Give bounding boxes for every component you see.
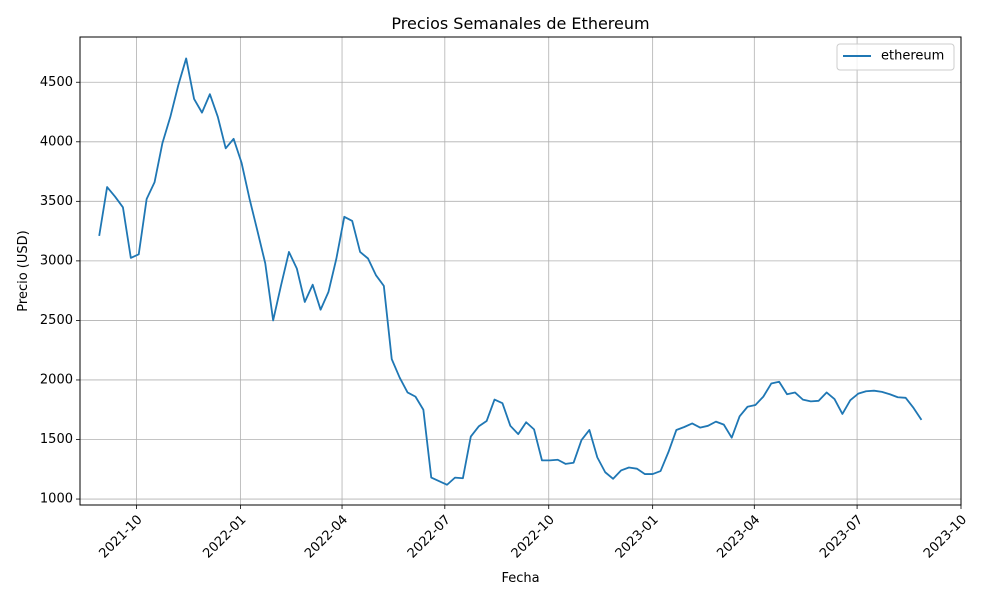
legend-label: ethereum [881,49,944,64]
y-tick-label: 1500 [40,432,73,447]
y-tick-label: 2000 [40,372,73,387]
y-tick-label: 3500 [40,194,73,209]
y-tick-label: 1000 [40,492,73,507]
y-axis: 1000 1500 2000 2500 3000 3500 4000 4500 [40,75,80,507]
y-tick-label: 4000 [40,134,73,149]
y-tick-label: 2500 [40,313,73,328]
legend: ethereum [836,43,955,71]
y-axis-label: Precio (USD) [16,230,31,311]
plot-frame [79,36,962,506]
series-layer [98,57,923,486]
chart-title: Precios Semanales de Ethereum [391,14,649,33]
y-tick-label: 4500 [40,75,73,90]
grid-lines [80,37,962,505]
legend-box [836,43,955,71]
series-line-ethereum [98,57,923,486]
x-axis-label: Fecha [501,571,539,586]
y-tick-label: 3000 [40,253,73,268]
